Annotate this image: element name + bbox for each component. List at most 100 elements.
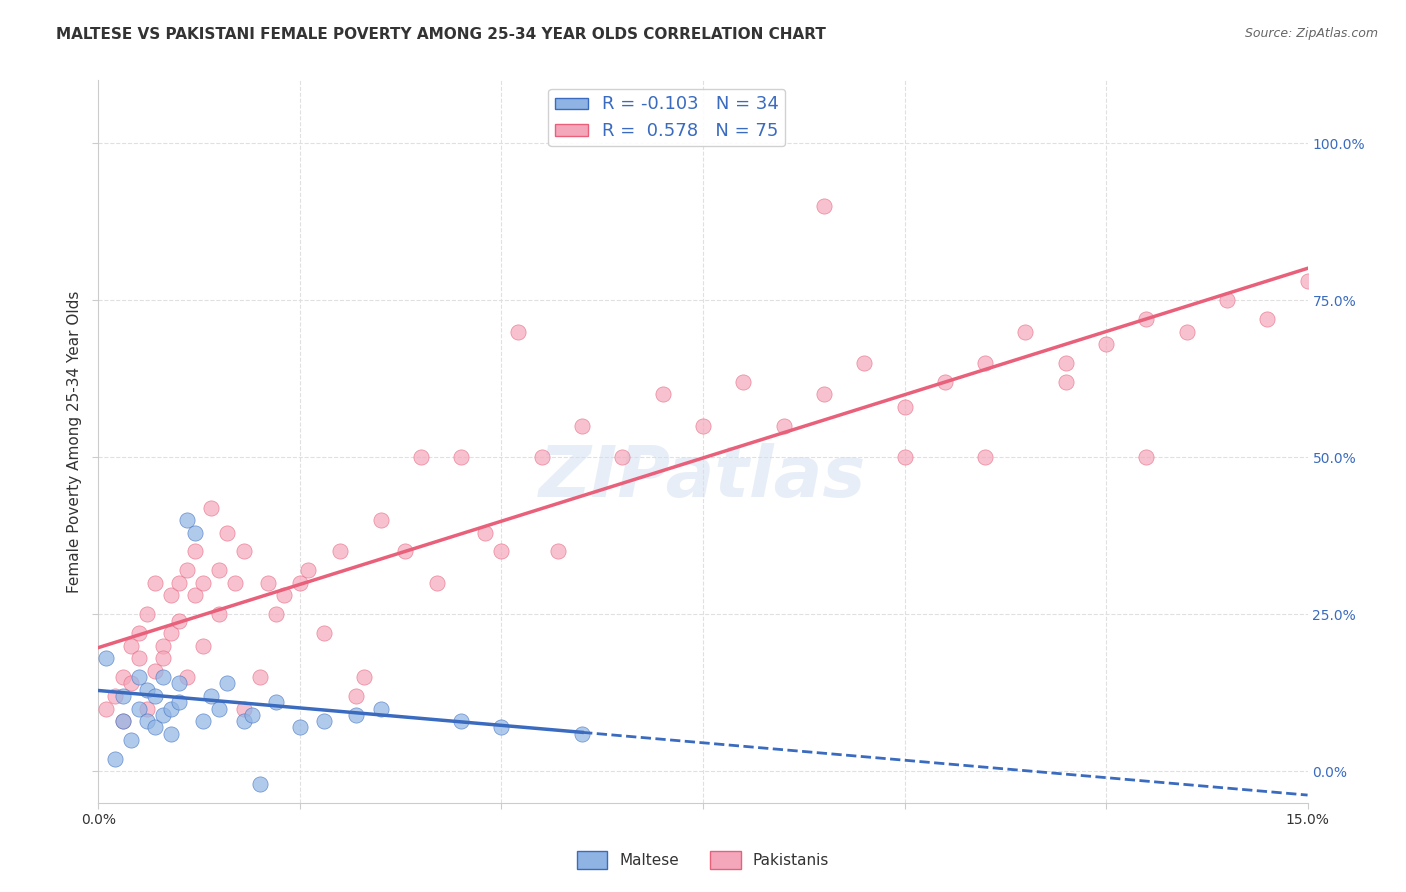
Point [506,325,529,339]
Point [240,707,263,722]
Point [344,689,367,703]
Point [176,513,198,527]
Point [370,513,392,527]
Point [128,626,150,640]
Point [160,626,183,640]
Point [193,714,215,728]
Text: MALTESE VS PAKISTANI FEMALE POVERTY AMONG 25-34 YEAR OLDS CORRELATION CHART: MALTESE VS PAKISTANI FEMALE POVERTY AMON… [56,27,827,42]
Point [160,701,183,715]
Point [426,575,449,590]
Point [176,670,198,684]
Point [934,375,956,389]
Point [135,701,157,715]
Point [491,544,513,558]
Point [249,777,271,791]
Point [96,651,118,665]
Point [160,589,183,603]
Point [208,607,231,622]
Point [143,689,166,703]
Point [1216,293,1239,308]
Point [692,418,714,433]
Point [103,689,125,703]
Point [217,525,239,540]
Point [1135,450,1157,465]
Y-axis label: Female Poverty Among 25-34 Year Olds: Female Poverty Among 25-34 Year Olds [67,291,83,592]
Point [111,714,134,728]
Point [232,701,254,715]
Point [96,701,118,715]
Point [143,720,166,734]
Point [394,544,416,558]
Point [184,525,207,540]
Point [733,375,755,389]
Point [128,701,150,715]
Point [111,670,134,684]
Point [135,714,157,728]
Point [120,639,142,653]
Point [160,727,183,741]
Point [329,544,352,558]
Point [974,450,997,465]
Point [1296,274,1319,288]
Point [297,563,319,577]
Point [152,707,174,722]
Point [893,450,915,465]
Point [1095,337,1118,351]
Legend: R = -0.103   N = 34, R =  0.578   N = 75: R = -0.103 N = 34, R = 0.578 N = 75 [548,88,785,146]
Point [1256,312,1278,326]
Point [176,563,198,577]
Point [184,589,207,603]
Point [167,695,190,709]
Point [232,544,254,558]
Point [103,752,125,766]
Legend: Maltese, Pakistanis: Maltese, Pakistanis [571,845,835,875]
Point [200,689,222,703]
Point [314,626,336,640]
Point [152,670,174,684]
Point [530,450,553,465]
Point [256,575,278,590]
Point [167,614,190,628]
Point [208,563,231,577]
Point [772,418,794,433]
Point [344,707,367,722]
Point [651,387,673,401]
Point [353,670,375,684]
Point [612,450,634,465]
Point [853,356,876,370]
Point [1175,325,1198,339]
Point [217,676,239,690]
Text: Source: ZipAtlas.com: Source: ZipAtlas.com [1244,27,1378,40]
Point [167,575,190,590]
Point [893,400,915,414]
Point [111,689,134,703]
Point [128,670,150,684]
Point [249,670,271,684]
Point [571,418,593,433]
Text: ZIPatlas: ZIPatlas [540,443,866,512]
Point [288,720,311,734]
Point [232,714,254,728]
Point [184,544,207,558]
Point [152,651,174,665]
Point [813,387,835,401]
Point [1014,325,1036,339]
Point [474,525,496,540]
Point [264,695,287,709]
Point [314,714,336,728]
Point [1054,356,1077,370]
Point [120,676,142,690]
Point [167,676,190,690]
Point [370,701,392,715]
Point [273,589,295,603]
Point [193,639,215,653]
Point [409,450,432,465]
Point [491,720,513,734]
Point [450,714,472,728]
Point [571,727,593,741]
Point [547,544,569,558]
Point [224,575,246,590]
Point [1054,375,1077,389]
Point [1135,312,1157,326]
Point [128,651,150,665]
